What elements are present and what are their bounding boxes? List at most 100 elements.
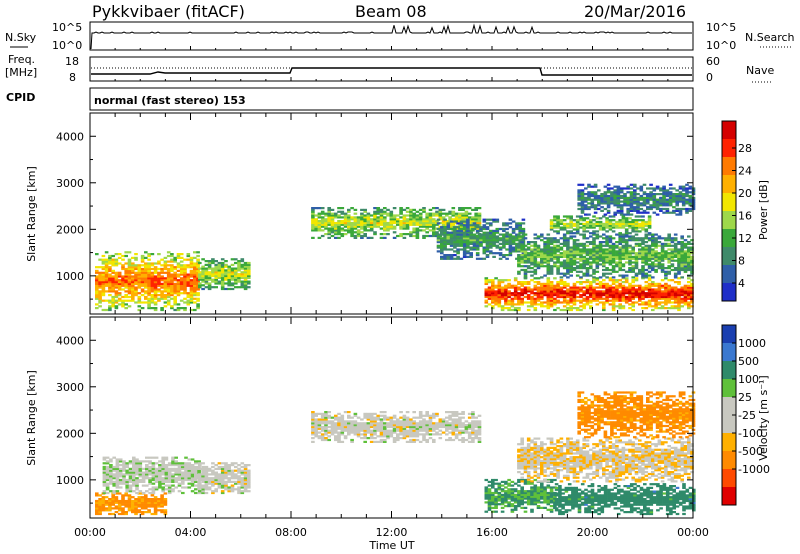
power-cell — [572, 239, 577, 242]
velocity-cell — [115, 473, 120, 476]
power-cell — [173, 260, 177, 263]
power-cell — [230, 278, 235, 281]
power-cell — [667, 288, 671, 291]
power-cell — [667, 299, 671, 302]
nsearch-label: N.Search — [745, 31, 795, 44]
power-cell — [137, 267, 142, 271]
power-cell — [595, 290, 600, 293]
power-cell — [520, 288, 524, 291]
power-cell — [592, 286, 596, 289]
power-cell — [582, 281, 586, 284]
power-cell — [579, 248, 583, 251]
power-cell — [569, 254, 573, 257]
power-cell — [160, 267, 164, 271]
velocity-cell — [161, 488, 165, 491]
power-cell — [104, 258, 109, 261]
power-cell — [651, 250, 655, 253]
power-cell — [615, 281, 619, 284]
velocity-cell — [98, 503, 102, 506]
power-cell — [647, 246, 652, 249]
power-cell — [189, 282, 194, 285]
power-cell — [183, 301, 187, 304]
power-cell — [615, 244, 619, 247]
power-cell — [553, 294, 557, 297]
power-cell — [131, 275, 135, 278]
power-cell — [638, 254, 642, 257]
power-cell — [615, 220, 619, 224]
power-cell — [673, 233, 678, 236]
power-cell — [543, 246, 547, 249]
power-ytick-label: 2000 — [56, 223, 84, 236]
power-cell — [461, 207, 465, 210]
power-cell — [243, 284, 248, 287]
velocity-cell — [317, 435, 322, 438]
power-cell — [402, 225, 407, 228]
power-cell — [590, 204, 595, 207]
power-cell — [647, 255, 652, 258]
velocity-cell — [125, 465, 129, 469]
power-cell — [687, 259, 691, 262]
velocity-cell — [243, 469, 248, 472]
power-cell — [540, 276, 544, 279]
power-cell — [412, 216, 416, 219]
power-cell — [589, 301, 593, 304]
power-cell — [602, 259, 606, 262]
power-cell — [621, 292, 626, 295]
power-colorbar-step — [722, 175, 736, 194]
power-cell — [687, 303, 691, 306]
power-cell — [613, 196, 617, 199]
power-cell — [602, 222, 606, 225]
power-cell — [683, 292, 688, 295]
power-cell — [582, 261, 586, 264]
power-cell — [533, 301, 538, 304]
power-cell — [659, 202, 663, 205]
power-cell — [227, 271, 231, 274]
power-cell — [217, 261, 222, 265]
velocity-cell — [148, 456, 152, 459]
power-cell — [243, 269, 248, 272]
velocity-cell — [181, 480, 185, 483]
power-cell — [572, 228, 577, 231]
velocity-cell — [204, 484, 209, 487]
power-cell — [540, 301, 544, 304]
velocity-cell — [132, 480, 136, 483]
power-cell — [204, 282, 209, 285]
power-cell — [445, 220, 449, 223]
power-cell — [566, 301, 570, 304]
power-cell — [688, 207, 693, 211]
power-cell — [523, 286, 528, 289]
power-cell — [631, 219, 635, 222]
power-cell — [606, 196, 611, 199]
power-cell — [459, 229, 464, 232]
power-cell — [101, 288, 106, 291]
power-cell — [456, 226, 460, 229]
power-cell — [127, 271, 132, 274]
power-cell — [108, 307, 112, 310]
velocity-cell — [171, 462, 175, 465]
power-cell — [456, 242, 460, 245]
power-cell — [654, 295, 658, 299]
power-cell — [549, 292, 554, 295]
power-cell — [474, 208, 478, 211]
power-cell — [170, 288, 174, 291]
power-cell — [170, 284, 174, 287]
power-cell — [652, 198, 657, 201]
power-cell — [633, 189, 637, 192]
power-cell — [634, 284, 639, 287]
power-cell — [446, 235, 451, 238]
power-cell — [196, 303, 200, 306]
power-cell — [462, 231, 467, 234]
power-cell — [680, 305, 684, 308]
power-cell — [657, 235, 662, 238]
power-cell — [515, 242, 519, 245]
power-cell — [642, 204, 647, 207]
power-cell — [396, 223, 400, 226]
power-cell — [675, 200, 679, 203]
velocity-cell — [102, 480, 107, 483]
power-cell — [553, 297, 557, 300]
power-cell — [350, 225, 354, 228]
velocity-cell — [164, 478, 169, 482]
power-cell — [562, 215, 567, 218]
power-cell — [677, 307, 681, 310]
power-cell — [533, 292, 538, 295]
